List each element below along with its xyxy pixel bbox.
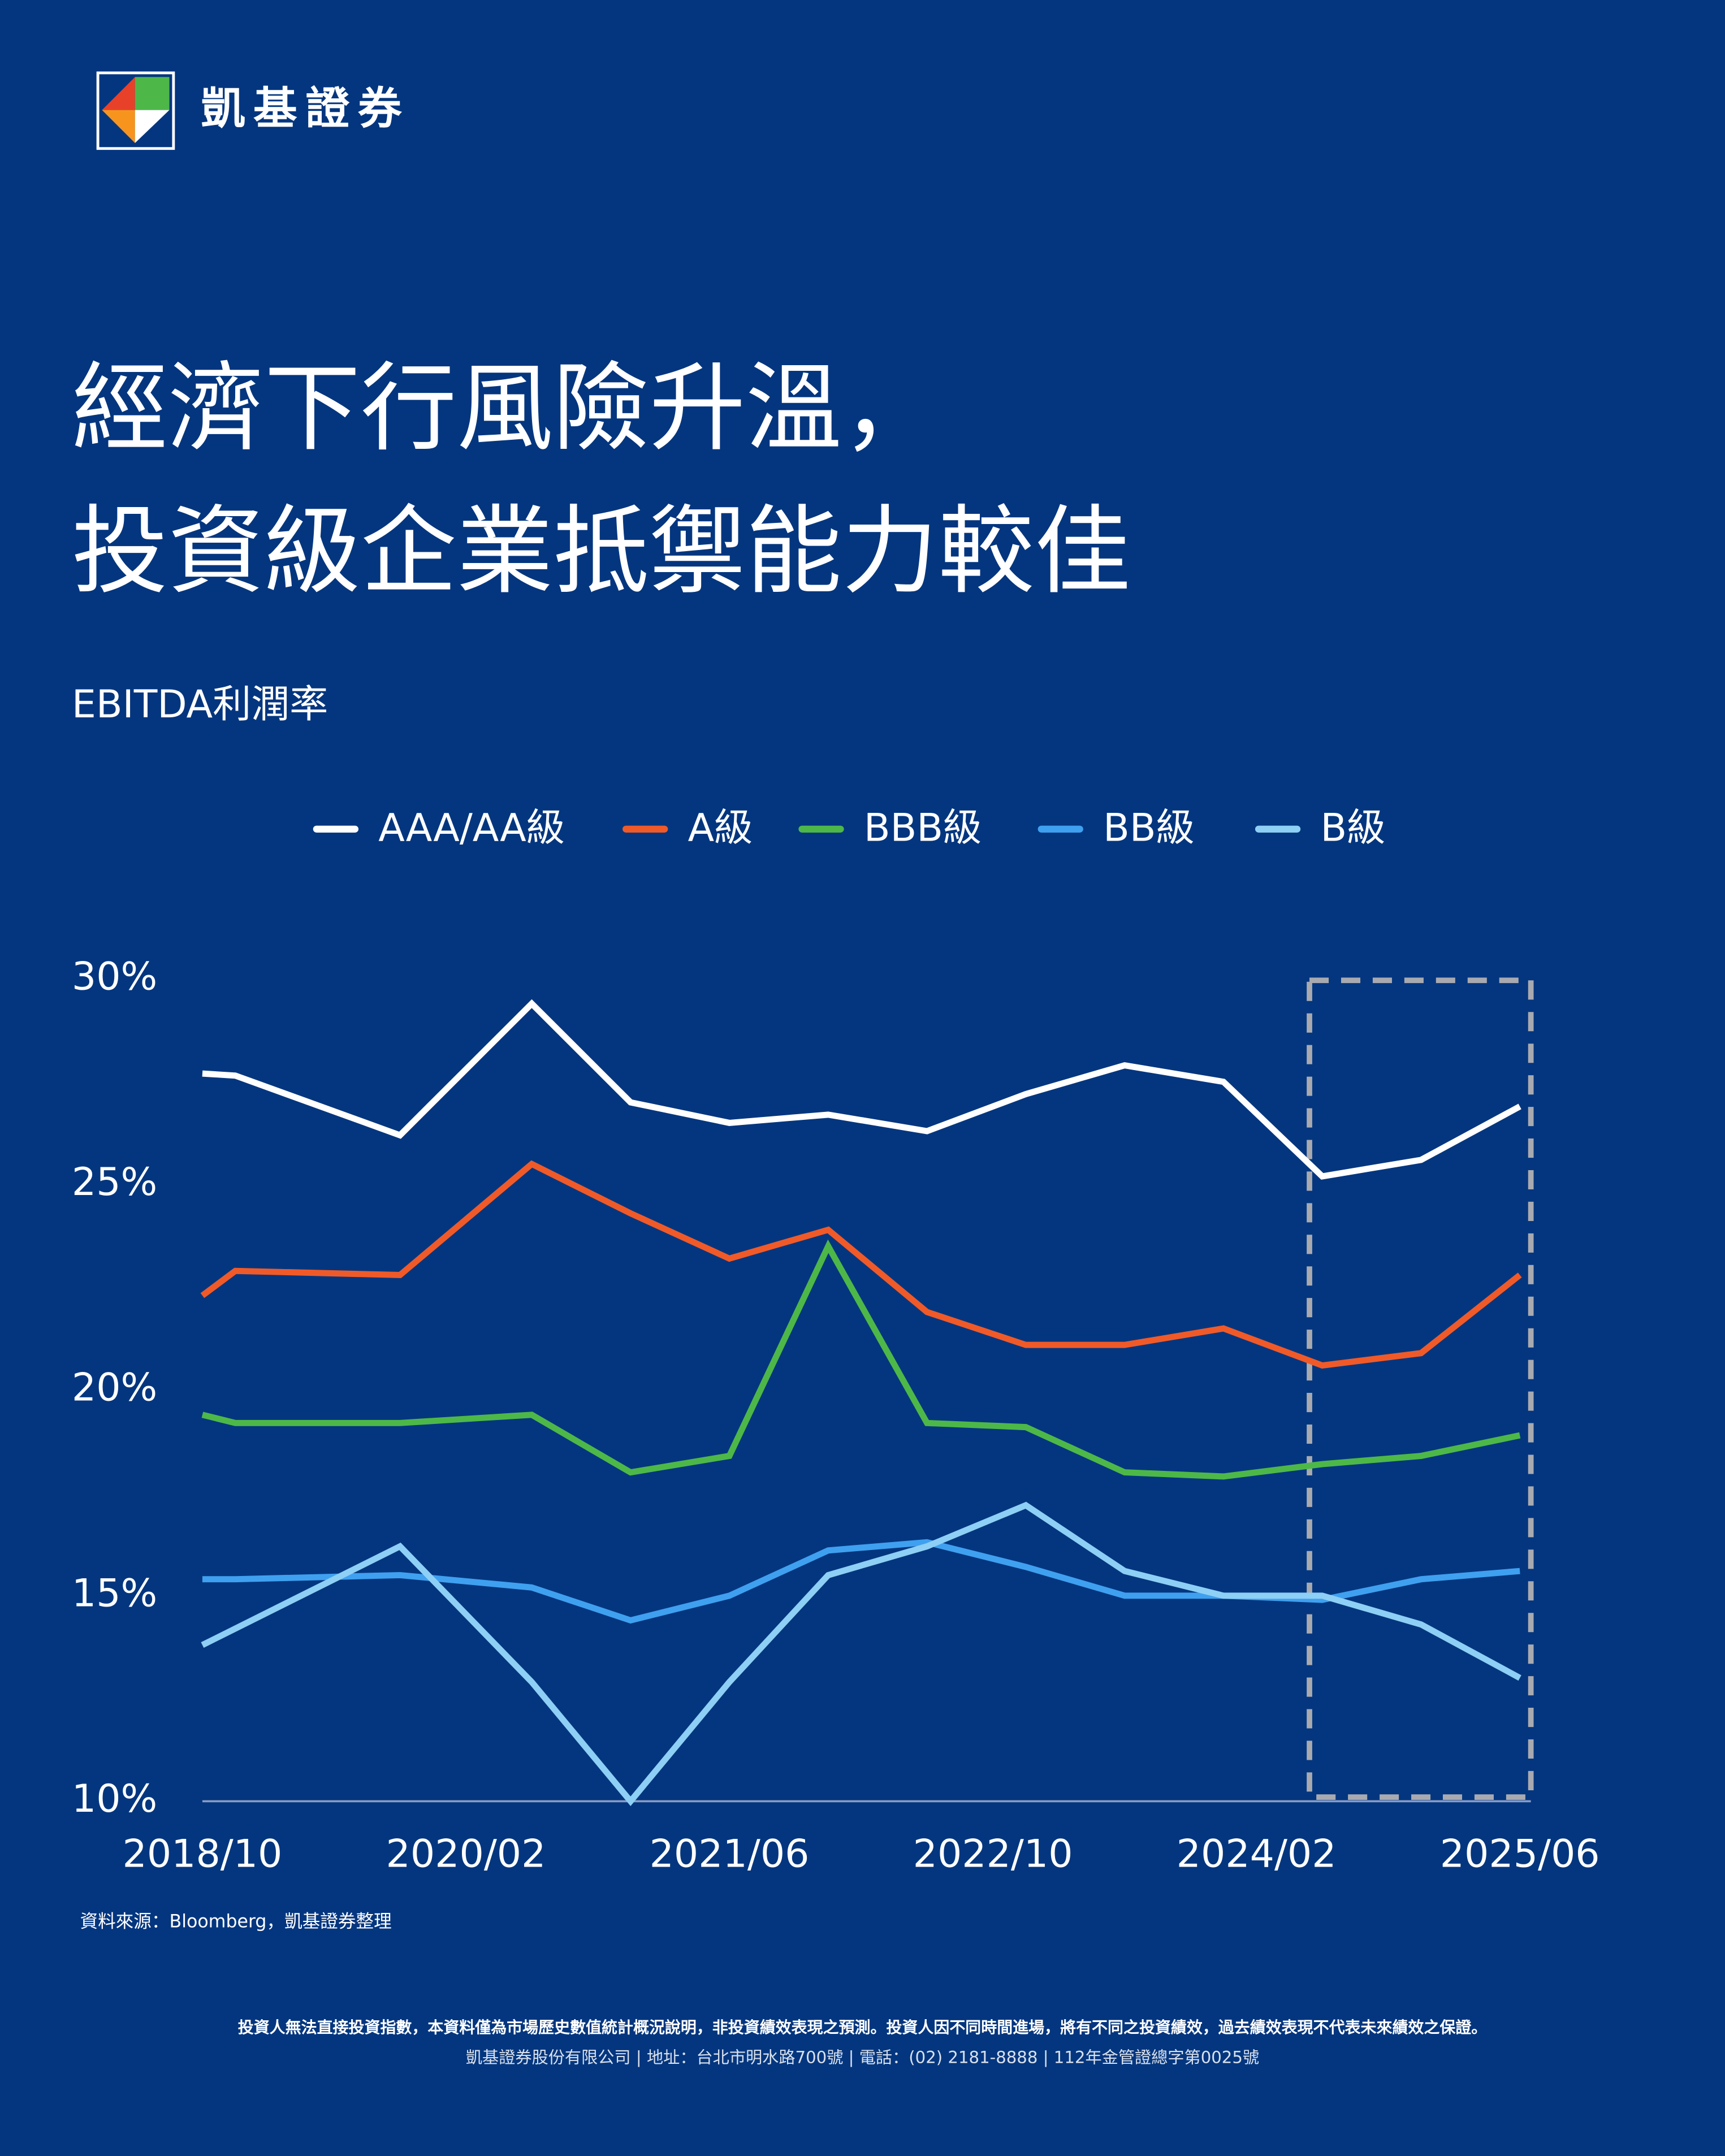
logo bbox=[96, 71, 175, 150]
legend-label: A級 bbox=[688, 806, 753, 851]
chart-subtitle: EBITDA利潤率 bbox=[72, 682, 328, 727]
legend-label: AAA/AA級 bbox=[378, 806, 565, 851]
x-tick-label: 2021/06 bbox=[650, 1832, 810, 1876]
series-line bbox=[200, 1160, 1522, 1369]
series-line bbox=[202, 1539, 1520, 1624]
x-tick-label: 2018/10 bbox=[123, 1832, 283, 1876]
brand: 凱基證券 bbox=[201, 83, 410, 134]
source: 資料來源：Bloomberg，凱基證券整理 bbox=[80, 1911, 391, 1932]
logo-green bbox=[135, 77, 170, 110]
y-tick-label: 10% bbox=[72, 1777, 157, 1821]
series-line bbox=[201, 1501, 1521, 1807]
y-tick-label: 25% bbox=[72, 1160, 157, 1205]
legend-label: B級 bbox=[1320, 806, 1385, 851]
disclaimer: 凱基證券股份有限公司 | 地址：台北市明水路700號 | 電話：(02) 218… bbox=[466, 2047, 1259, 2067]
chart-title: 投資級企業抵禦能力較佳 bbox=[72, 496, 1131, 608]
series-line bbox=[201, 1239, 1521, 1480]
disclaimer: 投資人無法直接投資指數，本資料僅為市場歷史數值統計概況說明，非投資績效表現之預測… bbox=[238, 2018, 1488, 2037]
y-tick-label: 15% bbox=[72, 1571, 157, 1616]
series-line bbox=[202, 999, 1521, 1180]
chart-title: 經濟下行風險升溫， bbox=[72, 353, 938, 465]
legend-label: BBB級 bbox=[864, 806, 982, 851]
x-tick-label: 2025/06 bbox=[1440, 1832, 1600, 1876]
x-tick-label: 2020/02 bbox=[386, 1832, 546, 1876]
y-tick-label: 20% bbox=[72, 1366, 157, 1410]
y-tick-label: 30% bbox=[72, 954, 157, 999]
x-tick-label: 2022/10 bbox=[913, 1832, 1073, 1876]
legend-label: BB級 bbox=[1103, 806, 1195, 851]
x-tick-label: 2024/02 bbox=[1177, 1832, 1337, 1876]
highlight-box bbox=[1307, 977, 1534, 1800]
